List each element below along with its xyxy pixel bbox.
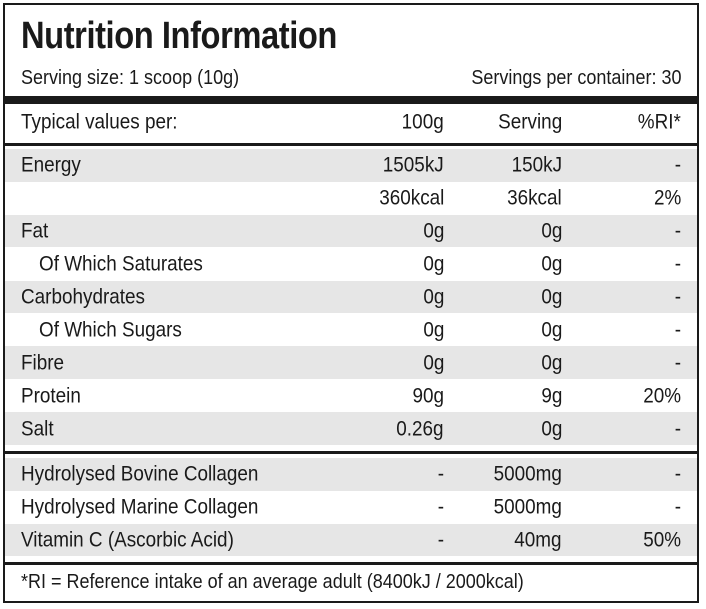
row-label: Protein xyxy=(21,384,81,408)
table-row: Energy 1505kJ 150kJ - xyxy=(5,149,697,182)
row-serving: 40mg xyxy=(514,528,562,552)
footnote: *RI = Reference intake of an average adu… xyxy=(21,571,524,593)
header-per100: 100g xyxy=(401,110,444,134)
row-per100: 0g xyxy=(422,351,444,375)
divider-thin xyxy=(5,143,697,146)
row-per100: 0g xyxy=(422,318,444,342)
row-label: Carbohydrates xyxy=(21,285,145,309)
row-serving: 0g xyxy=(540,318,562,342)
row-ri: 2% xyxy=(653,186,681,210)
row-serving: 5000mg xyxy=(493,462,562,486)
row-per100: 90g xyxy=(412,384,444,408)
row-ri: - xyxy=(674,285,681,309)
row-label: Hydrolysed Bovine Collagen xyxy=(21,462,259,486)
row-per100: 0g xyxy=(422,252,444,276)
divider-thin xyxy=(5,451,697,454)
row-serving: 0g xyxy=(540,417,562,441)
table-row: Carbohydrates 0g 0g - xyxy=(5,280,697,314)
row-per100: - xyxy=(437,462,444,486)
table-row: Salt 0.26g 0g - xyxy=(5,412,697,445)
nutrition-panel: Nutrition Information Serving size: 1 sc… xyxy=(3,3,699,603)
row-serving: 0g xyxy=(540,252,562,276)
serving-info: Serving size: 1 scoop (10g) Servings per… xyxy=(21,67,681,93)
table-row: Hydrolysed Marine Collagen - 5000mg - xyxy=(5,491,697,524)
row-per100: - xyxy=(437,495,444,519)
row-label: Of Which Sugars xyxy=(39,318,182,342)
header-ri: %RI* xyxy=(637,110,681,134)
row-label: Hydrolysed Marine Collagen xyxy=(21,495,259,519)
row-serving: 0g xyxy=(540,285,562,309)
row-serving: 150kJ xyxy=(511,153,562,177)
row-label: Of Which Saturates xyxy=(39,252,203,276)
row-label: Fibre xyxy=(21,351,65,375)
row-label: Fat xyxy=(21,219,49,243)
row-label: Vitamin C (Ascorbic Acid) xyxy=(21,528,234,552)
row-ri: - xyxy=(674,495,681,519)
divider-thin xyxy=(5,562,697,565)
table-row: Of Which Sugars 0g 0g - xyxy=(5,314,697,347)
servings-per-container: Servings per container: 30 xyxy=(470,67,681,89)
row-label: Salt xyxy=(21,417,54,441)
table-row: Fat 0g 0g - xyxy=(5,214,697,248)
table-row: 360kcal 36kcal 2% xyxy=(5,182,697,215)
table-row: Fibre 0g 0g - xyxy=(5,346,697,380)
row-serving: 5000mg xyxy=(493,495,562,519)
row-per100: 0g xyxy=(422,219,444,243)
header-label: Typical values per: xyxy=(21,110,178,134)
row-ri: - xyxy=(674,252,681,276)
row-label: Energy xyxy=(21,153,81,177)
row-ri: - xyxy=(674,351,681,375)
row-ri: - xyxy=(674,462,681,486)
header-serving: Serving xyxy=(497,110,562,134)
table-row: Protein 90g 9g 20% xyxy=(5,379,697,412)
serving-size: Serving size: 1 scoop (10g) xyxy=(21,67,240,89)
row-per100: 0g xyxy=(422,285,444,309)
row-per100: 0.26g xyxy=(396,417,444,441)
divider-thick xyxy=(5,96,697,104)
row-ri: 50% xyxy=(643,528,681,552)
row-per100: 360kcal xyxy=(378,186,444,210)
header-row: Typical values per: 100g Serving %RI* xyxy=(5,106,697,139)
row-per100: 1505kJ xyxy=(383,153,444,177)
row-serving: 36kcal xyxy=(507,186,562,210)
row-serving: 9g xyxy=(540,384,562,408)
row-ri: - xyxy=(674,318,681,342)
row-ri: - xyxy=(674,153,681,177)
row-serving: 0g xyxy=(540,219,562,243)
row-ri: 20% xyxy=(643,384,681,408)
row-serving: 0g xyxy=(540,351,562,375)
row-per100: - xyxy=(437,528,444,552)
page-title: Nutrition Information xyxy=(21,15,337,57)
table-row: Hydrolysed Bovine Collagen - 5000mg - xyxy=(5,458,697,491)
row-ri: - xyxy=(674,417,681,441)
table-row: Of Which Saturates 0g 0g - xyxy=(5,248,697,281)
table-row: Vitamin C (Ascorbic Acid) - 40mg 50% xyxy=(5,523,697,557)
row-ri: - xyxy=(674,219,681,243)
